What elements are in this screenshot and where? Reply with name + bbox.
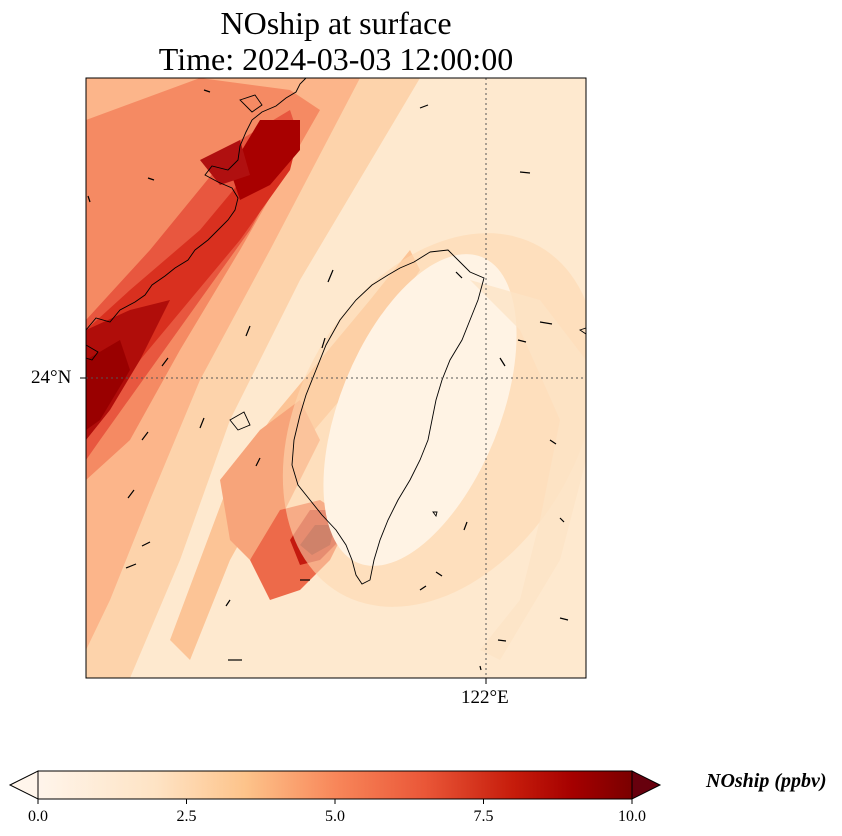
colorbar-tick-label: 5.0 [325,808,345,825]
colorbar-extend-low [8,770,39,800]
lon-label: 122°E [461,687,509,708]
colorbar-label: NOship (ppbv) [706,770,827,792]
map-title-line1: NOship at surface [220,5,452,41]
coastline [85,77,587,585]
colorbar-extend-high [631,770,662,800]
map-title-line2: Time: 2024-03-03 12:00:00 [158,41,514,77]
colorbar-tick-label: 10.0 [618,808,646,825]
wind-vectors [87,89,569,671]
colorbar-tick-label: 7.5 [473,808,494,825]
colorbar [8,770,662,804]
gridlines [86,78,586,678]
lat-label: 24°N [31,367,72,388]
colorbar-tick-label: 0.0 [28,808,48,825]
colorbar-tick-label: 2.5 [176,808,197,825]
colorbar-gradient [37,770,633,800]
